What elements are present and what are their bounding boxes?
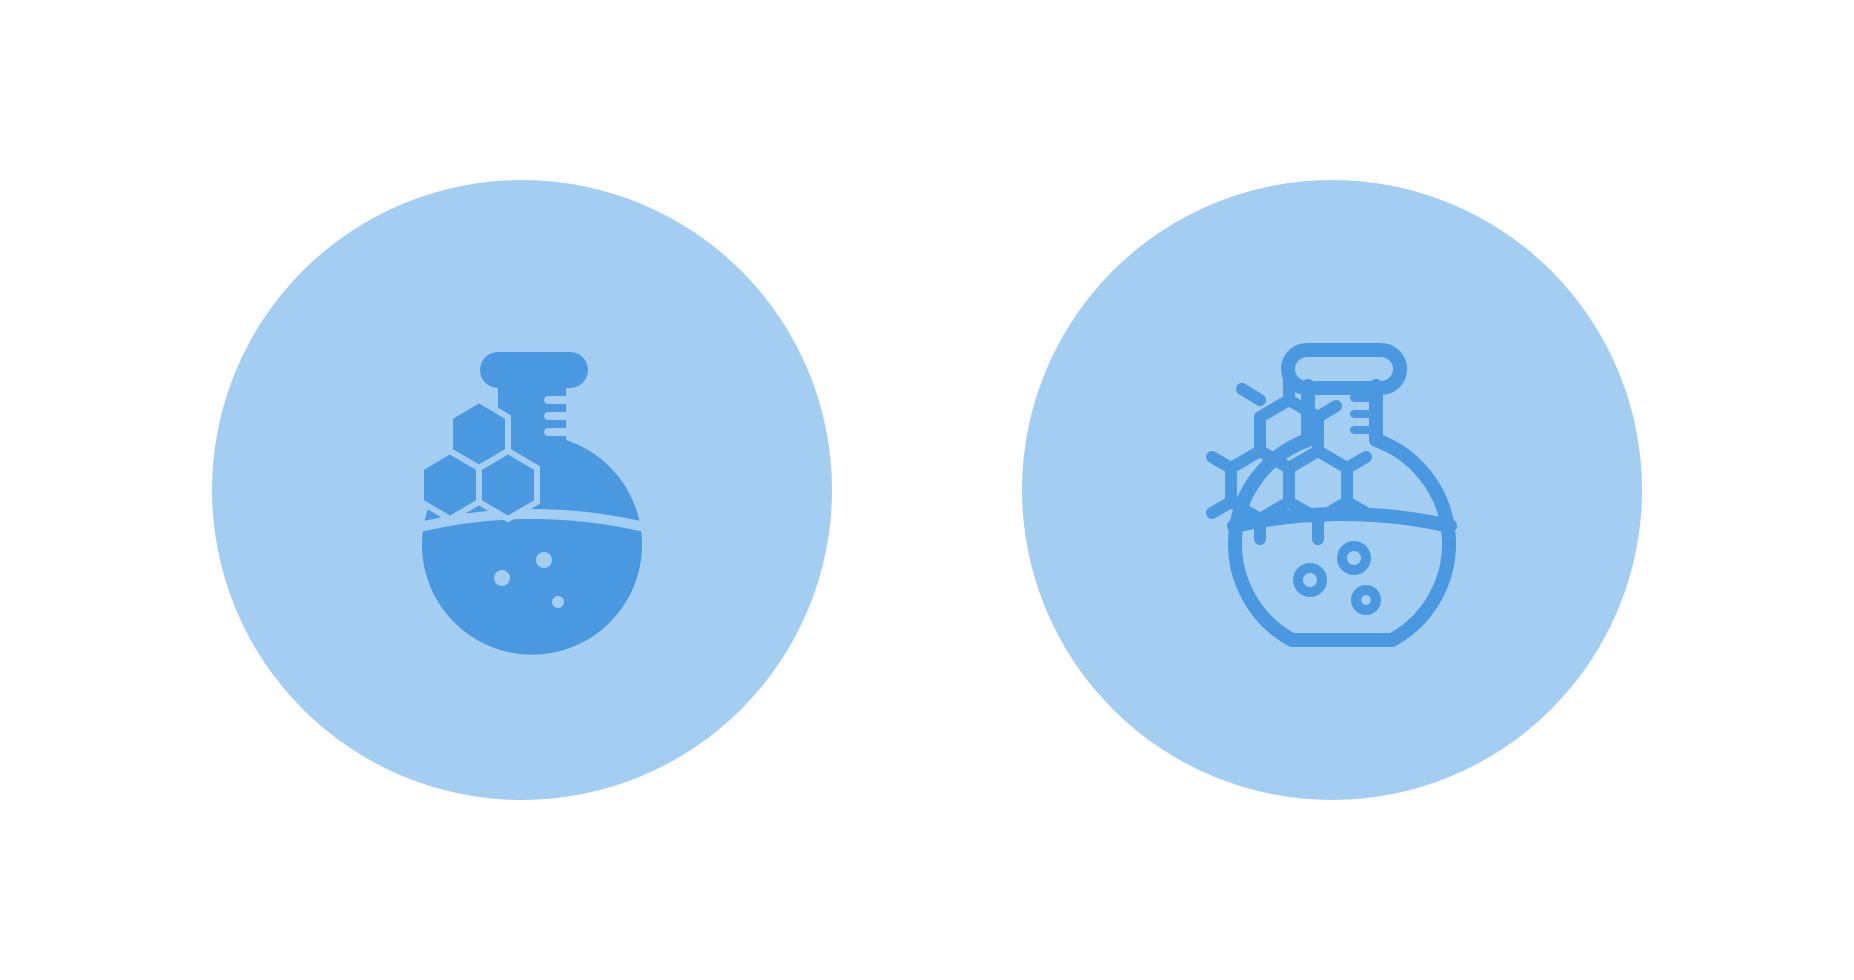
chemistry-flask-outline-icon bbox=[1022, 180, 1642, 800]
flask-solid-svg bbox=[322, 290, 722, 690]
chemistry-flask-solid-icon bbox=[212, 180, 832, 800]
icon-row bbox=[212, 180, 1642, 800]
flask-outline-svg bbox=[1132, 290, 1532, 690]
